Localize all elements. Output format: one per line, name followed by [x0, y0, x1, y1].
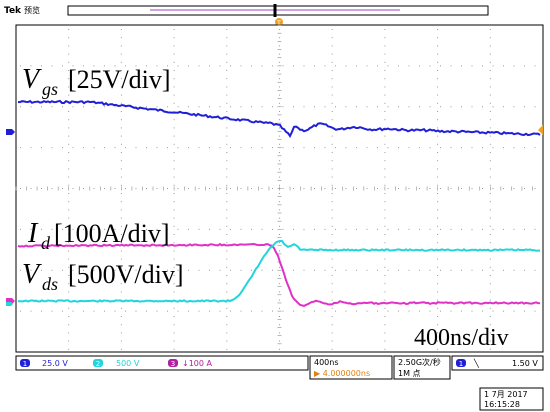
acquisition-settings-box[interactable] — [393, 355, 451, 380]
svg-text:[25V/div]: [25V/div] — [68, 65, 171, 94]
svg-text:T: T — [276, 20, 281, 27]
svg-text:I: I — [27, 218, 39, 249]
trigger-t-icon[interactable]: T — [275, 18, 283, 27]
trigger-level: 1.50 V — [512, 359, 538, 368]
ch1-scale-readout[interactable]: 1 25.0 V — [20, 359, 68, 368]
horizontal-scale: 400ns — [314, 358, 339, 367]
time-readout: 16:15:28 — [484, 400, 520, 409]
ch1-ground-marker[interactable] — [6, 129, 15, 135]
svg-text:[500V/div]: [500V/div] — [68, 260, 184, 289]
svg-text:V: V — [22, 259, 42, 290]
ch2-annotation: V ds [500V/div] — [22, 259, 184, 294]
sample-rate: 2.50G次/秒 — [398, 357, 441, 367]
ch1-waveform — [17, 99, 541, 138]
datetime-box — [479, 387, 544, 411]
graticule-grid — [15, 24, 536, 350]
date-readout: 1 7月 2017 — [484, 390, 528, 399]
trigger-slope-icon: ╲ — [473, 358, 480, 368]
svg-text:[100A/div]: [100A/div] — [54, 219, 170, 248]
svg-text:V: V — [22, 64, 42, 95]
mode-label: 预览 — [24, 5, 40, 15]
record-length: 1M 点 — [398, 369, 421, 378]
svg-text:2: 2 — [96, 360, 100, 368]
ch3-annotation: I d [100A/div] — [27, 218, 170, 253]
brand-label: Tek — [4, 6, 22, 16]
vertical-settings-box[interactable] — [15, 355, 309, 371]
record-view-bar: Tek 预览 — [4, 4, 489, 17]
trigger-source: 1 — [459, 360, 463, 368]
svg-text:↓100 A: ↓100 A — [182, 359, 213, 368]
ch2-waveform — [17, 239, 540, 303]
svg-text:25.0 V: 25.0 V — [42, 359, 68, 368]
svg-text:ds: ds — [42, 274, 58, 294]
svg-text:3: 3 — [171, 360, 175, 368]
horizontal-position: ▶ 4.000000ns — [314, 369, 370, 378]
ch2-ground-marker[interactable] — [6, 302, 13, 306]
ch3-scale-readout[interactable]: 3 ↓100 A — [168, 359, 213, 368]
status-bar: 1 25.0 V 2 500 V 3 ↓100 A 400ns ▶ 4.0000… — [15, 355, 544, 411]
trigger-settings-box[interactable] — [451, 355, 544, 371]
svg-text:1: 1 — [23, 360, 27, 368]
trigger-level-marker[interactable] — [538, 125, 543, 135]
timebase-annotation: 400ns/div — [414, 325, 509, 351]
ch1-annotation: V gs [25V/div] — [22, 64, 171, 99]
svg-text:d: d — [41, 233, 51, 253]
ch2-scale-readout[interactable]: 2 500 V — [93, 359, 140, 368]
ch3-waveform — [17, 242, 541, 307]
svg-text:500 V: 500 V — [116, 359, 140, 368]
svg-text:gs: gs — [42, 79, 58, 99]
